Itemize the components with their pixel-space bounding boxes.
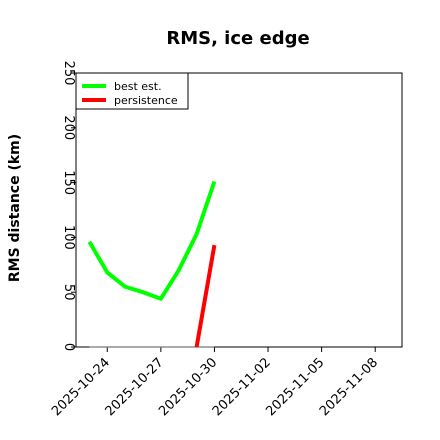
y-tick-label: 0: [61, 343, 76, 351]
y-axis-label: RMS distance (km): [7, 134, 23, 282]
series-line-persistence: [194, 244, 217, 348]
y-tick-label: 250: [61, 61, 76, 86]
series-line-best-est: [87, 180, 217, 301]
legend: best est.persistence: [75, 72, 189, 110]
y-axis-ticks: 0 50 100 150 200 250: [61, 61, 76, 351]
legend-label: persistence: [114, 94, 178, 107]
legend-label: best est.: [114, 80, 162, 93]
x-tick-label: 2025-11-08: [317, 355, 381, 419]
plot-frame: [75, 72, 403, 348]
y-tick-label: 100: [61, 225, 76, 250]
y-tick-label: 150: [61, 170, 76, 195]
x-axis-ticks: 2025-10-242025-10-272025-10-302025-11-02…: [49, 347, 381, 419]
series-lines: [87, 180, 217, 348]
chart-title: RMS, ice edge: [166, 28, 309, 49]
legend-box: [75, 72, 189, 110]
y-tick-label: 200: [61, 115, 76, 140]
y-tick-label: 50: [61, 284, 76, 301]
